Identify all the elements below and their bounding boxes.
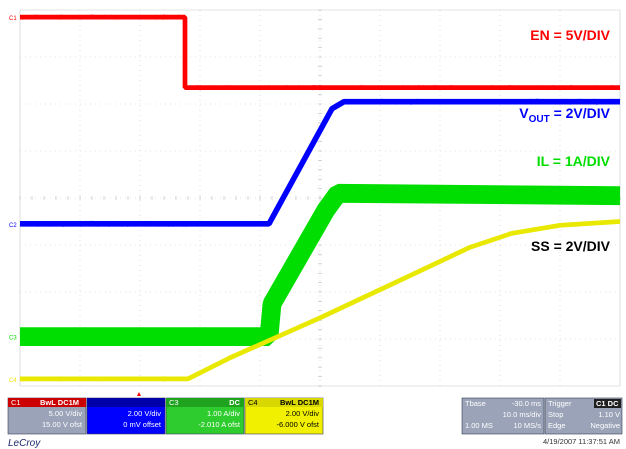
trigger-type: Edge <box>548 421 566 430</box>
channel-info-bar: C1 BwL DC1M 5.00 V/div 15.00 V ofst 2.00… <box>7 397 324 435</box>
c2-offset: 0 mV offset <box>123 420 162 429</box>
brand-logo: LeCroy <box>8 438 41 449</box>
ss-annotation: SS = 2V/DIV <box>531 238 611 254</box>
trace-noise-en <box>19 13 621 91</box>
grid <box>19 9 621 387</box>
c3-id: C3 <box>169 398 179 407</box>
c4-tag: BwL DC1M <box>280 398 319 407</box>
trace-noise-ss <box>19 219 621 383</box>
c3-tag: DC <box>229 398 240 407</box>
trace-il <box>20 183 621 346</box>
trigger-slope: Negative <box>590 421 620 430</box>
timestamp: 4/19/2007 11:37:51 AM <box>543 437 620 446</box>
c3-scale: 1.00 A/div <box>207 409 240 418</box>
c4-offset: -6.000 V ofst <box>276 420 319 429</box>
timebase-samples: 1.00 MS <box>465 421 493 430</box>
traces <box>19 13 621 383</box>
c4-id: C4 <box>248 398 258 407</box>
timebase-label: Tbase <box>465 399 486 408</box>
trace-noise-il <box>19 185 621 347</box>
c3-offset: -2.010 A ofst <box>198 420 241 429</box>
timebase-rate: 10.0 ms/div <box>503 410 542 419</box>
channel-marker: C2 <box>9 223 17 229</box>
trigger-position-marker <box>137 392 141 396</box>
c2-scale: 2.00 V/div <box>128 409 162 418</box>
channel-marker: C3 <box>9 336 17 342</box>
trigger-panel: Trigger C1 DC Stop 1.10 V Edge Negative <box>544 397 623 435</box>
trigger-label: Trigger <box>548 399 572 408</box>
trigger-mode: Stop <box>548 410 563 419</box>
vout-annotation: VOUT = 2V/DIV <box>519 105 610 125</box>
channel-marker: C4 <box>9 378 17 384</box>
c1-tag: BwL DC1M <box>40 398 79 407</box>
c4-scale: 2.00 V/div <box>286 409 320 418</box>
timebase-srate: 10 MS/s <box>513 421 541 430</box>
timebase-panel: Tbase -30.0 ms 10.0 ms/div 1.00 MS 10 MS… <box>461 397 545 435</box>
trigger-source: C1 DC <box>596 399 619 408</box>
trace-noise-vout <box>19 97 621 228</box>
c1-id: C1 <box>11 398 21 407</box>
trigger-level: 1.10 V <box>598 410 620 419</box>
timebase-delay: -30.0 ms <box>512 399 541 408</box>
il-annotation: IL = 1A/DIV <box>537 153 611 169</box>
c1-offset: 15.00 V ofst <box>42 420 83 429</box>
c1-scale: 5.00 V/div <box>49 409 83 418</box>
channel-markers: C1 C2 C3 C4 <box>9 16 17 384</box>
en-annotation: EN = 5V/DIV <box>530 27 610 43</box>
channel-marker: C1 <box>9 16 17 22</box>
